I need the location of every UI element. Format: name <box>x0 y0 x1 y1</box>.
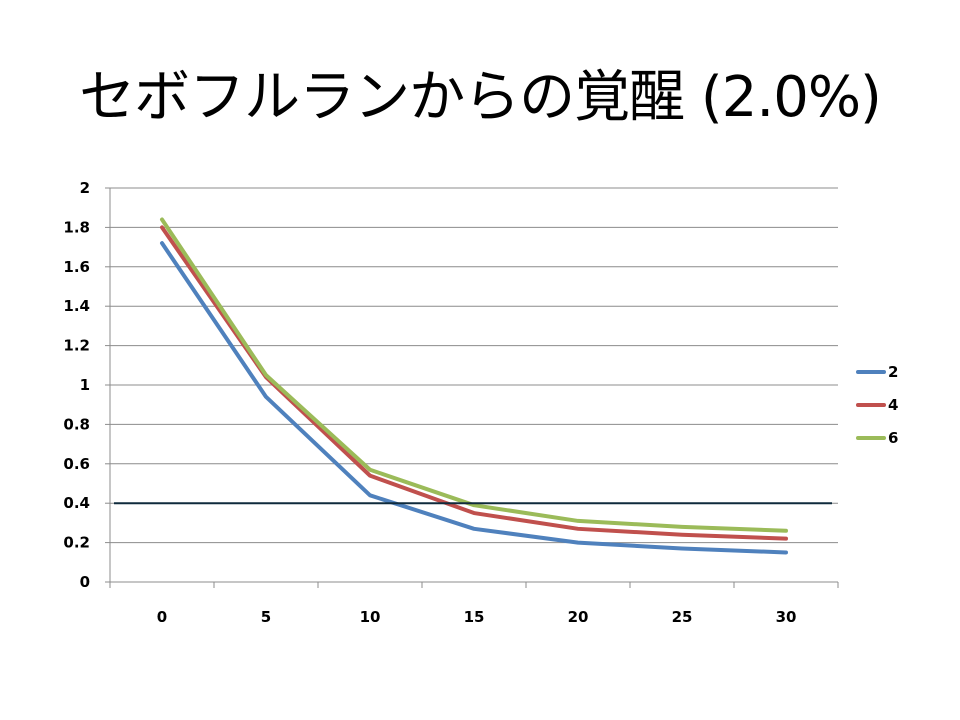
gridlines <box>110 187 838 544</box>
y-tick-label: 0.8 <box>63 415 90 433</box>
y-tick-label: 2 <box>80 179 90 197</box>
series-lines <box>160 217 788 555</box>
y-tick-label: 0 <box>80 573 90 591</box>
legend-label-4: 4 <box>888 396 898 414</box>
legend: 2 4 6 <box>856 363 898 447</box>
x-tick-label: 30 <box>776 608 797 626</box>
slide-title: セボフルランからの覚醒 (2.0%) <box>79 65 882 130</box>
series-line-2 <box>160 241 788 555</box>
y-axis-tick-labels: 0 0.2 0.4 0.6 0.8 1 1.2 1.4 1.6 1.8 2 <box>63 179 90 591</box>
series-line-6 <box>160 217 788 533</box>
y-tick-label: 1.6 <box>63 258 90 276</box>
axes <box>105 187 839 588</box>
y-tick-label: 0.4 <box>63 494 90 512</box>
legend-label-2: 2 <box>888 363 898 381</box>
x-tick-label: 0 <box>157 608 167 626</box>
x-tick-label: 10 <box>360 608 381 626</box>
y-tick-label: 1 <box>80 376 90 394</box>
legend-label-6: 6 <box>888 429 898 447</box>
x-tick-label: 20 <box>568 608 589 626</box>
x-tick-label: 25 <box>672 608 693 626</box>
y-tick-label: 1.2 <box>63 337 90 355</box>
x-tick-label: 15 <box>464 608 485 626</box>
y-tick-label: 0.6 <box>63 455 90 473</box>
x-tick-label: 5 <box>261 608 271 626</box>
y-tick-label: 1.4 <box>63 297 90 315</box>
x-axis-tick-labels: 0 5 10 15 20 25 30 <box>157 608 797 626</box>
y-tick-label: 0.2 <box>63 534 90 552</box>
y-tick-label: 1.8 <box>63 218 90 236</box>
